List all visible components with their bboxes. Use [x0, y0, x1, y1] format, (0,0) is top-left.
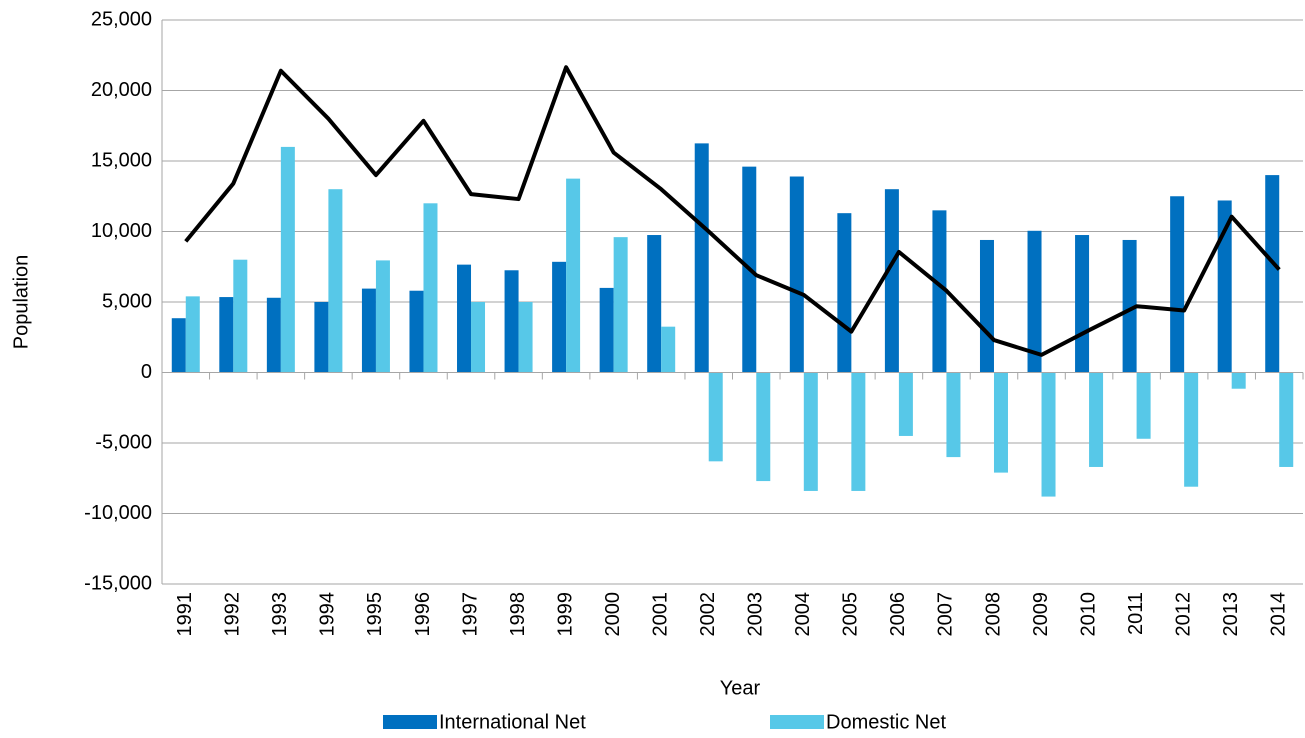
bar [233, 259, 248, 373]
bar [1184, 372, 1199, 487]
bar [566, 178, 581, 373]
bar [1122, 239, 1137, 373]
bar [518, 302, 533, 373]
bar [803, 372, 818, 491]
legend-swatch [383, 715, 437, 729]
y-tick-label: 10,000 [91, 220, 152, 242]
bar [708, 372, 723, 462]
bar [375, 260, 390, 373]
bar [1279, 372, 1294, 467]
bar [171, 318, 186, 373]
x-tick-label: 2006 [887, 592, 909, 637]
bar [1041, 372, 1056, 497]
bar [1027, 230, 1042, 373]
bar [219, 297, 234, 373]
bar [280, 146, 295, 373]
bar [837, 213, 852, 373]
bar [932, 210, 947, 373]
bar [314, 302, 329, 373]
x-tick-label: 1994 [317, 592, 339, 637]
x-tick-label: 1998 [507, 592, 529, 637]
bar [361, 288, 376, 373]
y-tick-label: -10,000 [84, 502, 152, 524]
x-tick-label: 2010 [1077, 592, 1099, 637]
legend-label: Domestic Net [826, 711, 946, 733]
bar [1089, 372, 1104, 467]
bar [328, 189, 343, 373]
bar [756, 372, 771, 482]
bar [613, 237, 628, 373]
x-tick-label: 2014 [1268, 592, 1290, 637]
x-tick-label: 2002 [697, 592, 719, 637]
x-tick-label: 2007 [935, 592, 957, 637]
x-tick-label: 1999 [554, 592, 576, 637]
bar [898, 372, 913, 436]
bar [1136, 372, 1151, 439]
x-tick-label: 1997 [459, 592, 481, 637]
x-tick-label: 2003 [745, 592, 767, 637]
bar [661, 326, 676, 373]
x-tick-label: 2000 [602, 592, 624, 637]
bar [409, 290, 424, 373]
bar [1075, 235, 1090, 373]
x-tick-label: 1995 [364, 592, 386, 637]
y-axis-label: Population [10, 255, 32, 350]
x-tick-label: 2008 [982, 592, 1004, 637]
bar [1170, 196, 1185, 373]
y-tick-label: 20,000 [91, 79, 152, 101]
x-tick-label: 2001 [649, 592, 671, 637]
bar [993, 372, 1008, 473]
legend-swatch [770, 715, 824, 729]
bar [471, 302, 486, 373]
bar [884, 189, 899, 373]
x-tick-label: 2005 [840, 592, 862, 637]
bar [185, 296, 200, 373]
bar [946, 372, 961, 458]
x-tick-label: 2009 [1030, 592, 1052, 637]
bar [266, 297, 281, 373]
x-tick-label: 1996 [412, 592, 434, 637]
bar [1265, 175, 1280, 373]
y-tick-label: 25,000 [91, 8, 152, 30]
x-tick-label: 1992 [222, 592, 244, 637]
bar [599, 287, 614, 373]
x-tick-label: 1993 [269, 592, 291, 637]
bar [504, 270, 519, 373]
bar [979, 239, 994, 373]
bar [789, 176, 804, 373]
y-tick-label: -5,000 [95, 431, 152, 453]
x-tick-label: 2012 [1172, 592, 1194, 637]
x-tick-label: 1991 [174, 592, 196, 637]
bar [423, 203, 438, 373]
bar [694, 143, 709, 373]
bar [457, 264, 472, 373]
line-series [184, 65, 1281, 357]
y-tick-label: -15,000 [84, 572, 152, 594]
bar [1217, 200, 1232, 373]
bar [1231, 372, 1246, 389]
bar [647, 235, 662, 373]
y-tick-label: 5,000 [102, 290, 152, 312]
x-tick-label: 2011 [1125, 592, 1147, 635]
x-axis-label: Year [720, 677, 761, 699]
x-tick-label: 2004 [792, 592, 814, 637]
y-tick-label: 15,000 [91, 149, 152, 171]
bar [851, 372, 866, 491]
x-tick-label: 2013 [1220, 592, 1242, 637]
legend-label: International Net [439, 711, 586, 733]
bar [552, 261, 567, 373]
y-tick-label: 0 [141, 361, 152, 383]
